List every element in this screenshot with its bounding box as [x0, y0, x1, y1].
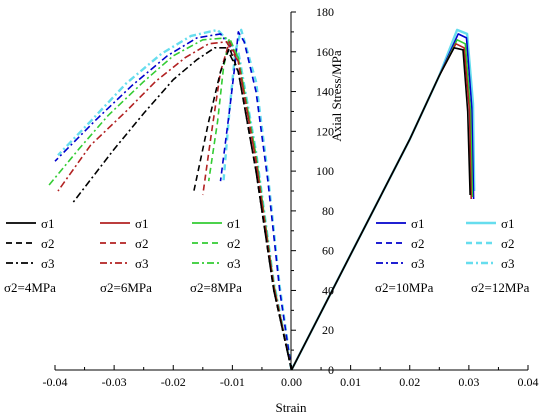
- series-line: [54, 33, 293, 371]
- x-tick-label: 0.03: [458, 375, 479, 389]
- legend: σ1σ2σ3σ2=4MPaσ1σ2σ3σ2=6MPaσ1σ2σ3σ2=8MPaσ…: [4, 216, 530, 295]
- legend-group: σ1 σ2 σ3 σ2=12MPa: [466, 216, 530, 295]
- x-tick-label: 0.00: [281, 375, 302, 389]
- series-line: [202, 40, 293, 371]
- legend-entry-label: σ1: [411, 216, 425, 231]
- series-layer: [48, 28, 476, 371]
- series-line: [219, 31, 293, 371]
- series-line: [290, 46, 471, 371]
- series-line: [290, 28, 476, 371]
- legend-group-caption: σ2=6MPa: [100, 280, 152, 295]
- legend-entry-label: σ2: [135, 236, 149, 251]
- legend-entry-label: σ2: [411, 236, 425, 251]
- legend-entry-label: σ3: [227, 256, 241, 271]
- legend-entry-label: σ2: [41, 236, 55, 251]
- legend-group: σ1 σ2 σ3 σ2=8MPa: [190, 216, 242, 295]
- legend-group-caption: σ2=12MPa: [471, 280, 530, 295]
- y-axis-label: Axial Stress/MPa: [329, 50, 344, 142]
- x-tick-label: -0.04: [43, 375, 68, 389]
- legend-group-caption: σ2=4MPa: [4, 280, 56, 295]
- legend-group-caption: σ2=10MPa: [375, 280, 434, 295]
- y-tick-label: 40: [322, 283, 334, 297]
- x-tick-label: 0.01: [340, 375, 361, 389]
- legend-entry-label: σ3: [411, 256, 425, 271]
- legend-entry-label: σ1: [41, 216, 55, 231]
- legend-entry-label: σ1: [227, 216, 241, 231]
- legend-entry-label: σ2: [501, 236, 515, 251]
- legend-group: σ1 σ2 σ3 σ2=10MPa: [375, 216, 434, 295]
- y-tick-label: 60: [322, 244, 334, 258]
- y-tick-label: 160: [316, 45, 334, 59]
- series-line: [193, 46, 293, 371]
- y-tick-label: 180: [316, 5, 334, 19]
- y-tick-label: 80: [322, 204, 334, 218]
- y-tick-label: 100: [316, 164, 334, 178]
- series-line: [57, 40, 293, 371]
- y-tick-label: 120: [316, 124, 334, 138]
- series-line: [72, 46, 293, 371]
- x-tick-label: -0.02: [161, 375, 186, 389]
- x-tick-label: 0.02: [399, 375, 420, 389]
- legend-entry-label: σ3: [501, 256, 515, 271]
- series-line: [48, 37, 293, 371]
- x-tick-label: 0.04: [518, 375, 539, 389]
- legend-entry-label: σ2: [227, 236, 241, 251]
- y-tick-label: 140: [316, 85, 334, 99]
- legend-entry-label: σ1: [135, 216, 149, 231]
- legend-group: σ1 σ2 σ3 σ2=6MPa: [100, 216, 152, 295]
- x-tick-label: -0.03: [102, 375, 127, 389]
- axes-layer: -0.04 -0.03 -0.02 -0.01 0.00 0.01 0.02 0.03 0.04…: [43, 5, 539, 389]
- x-axis-label: Strain: [275, 400, 307, 415]
- y-tick-label: 0: [328, 363, 334, 377]
- legend-entry-label: σ1: [501, 216, 515, 231]
- series-line: [207, 37, 293, 371]
- legend-group: σ1 σ2 σ3 σ2=4MPa: [4, 216, 56, 295]
- y-tick-label: 20: [322, 323, 334, 337]
- legend-entry-label: σ3: [135, 256, 149, 271]
- legend-entry-label: σ3: [41, 256, 55, 271]
- x-tick-label: -0.01: [220, 375, 245, 389]
- legend-group-caption: σ2=8MPa: [190, 280, 242, 295]
